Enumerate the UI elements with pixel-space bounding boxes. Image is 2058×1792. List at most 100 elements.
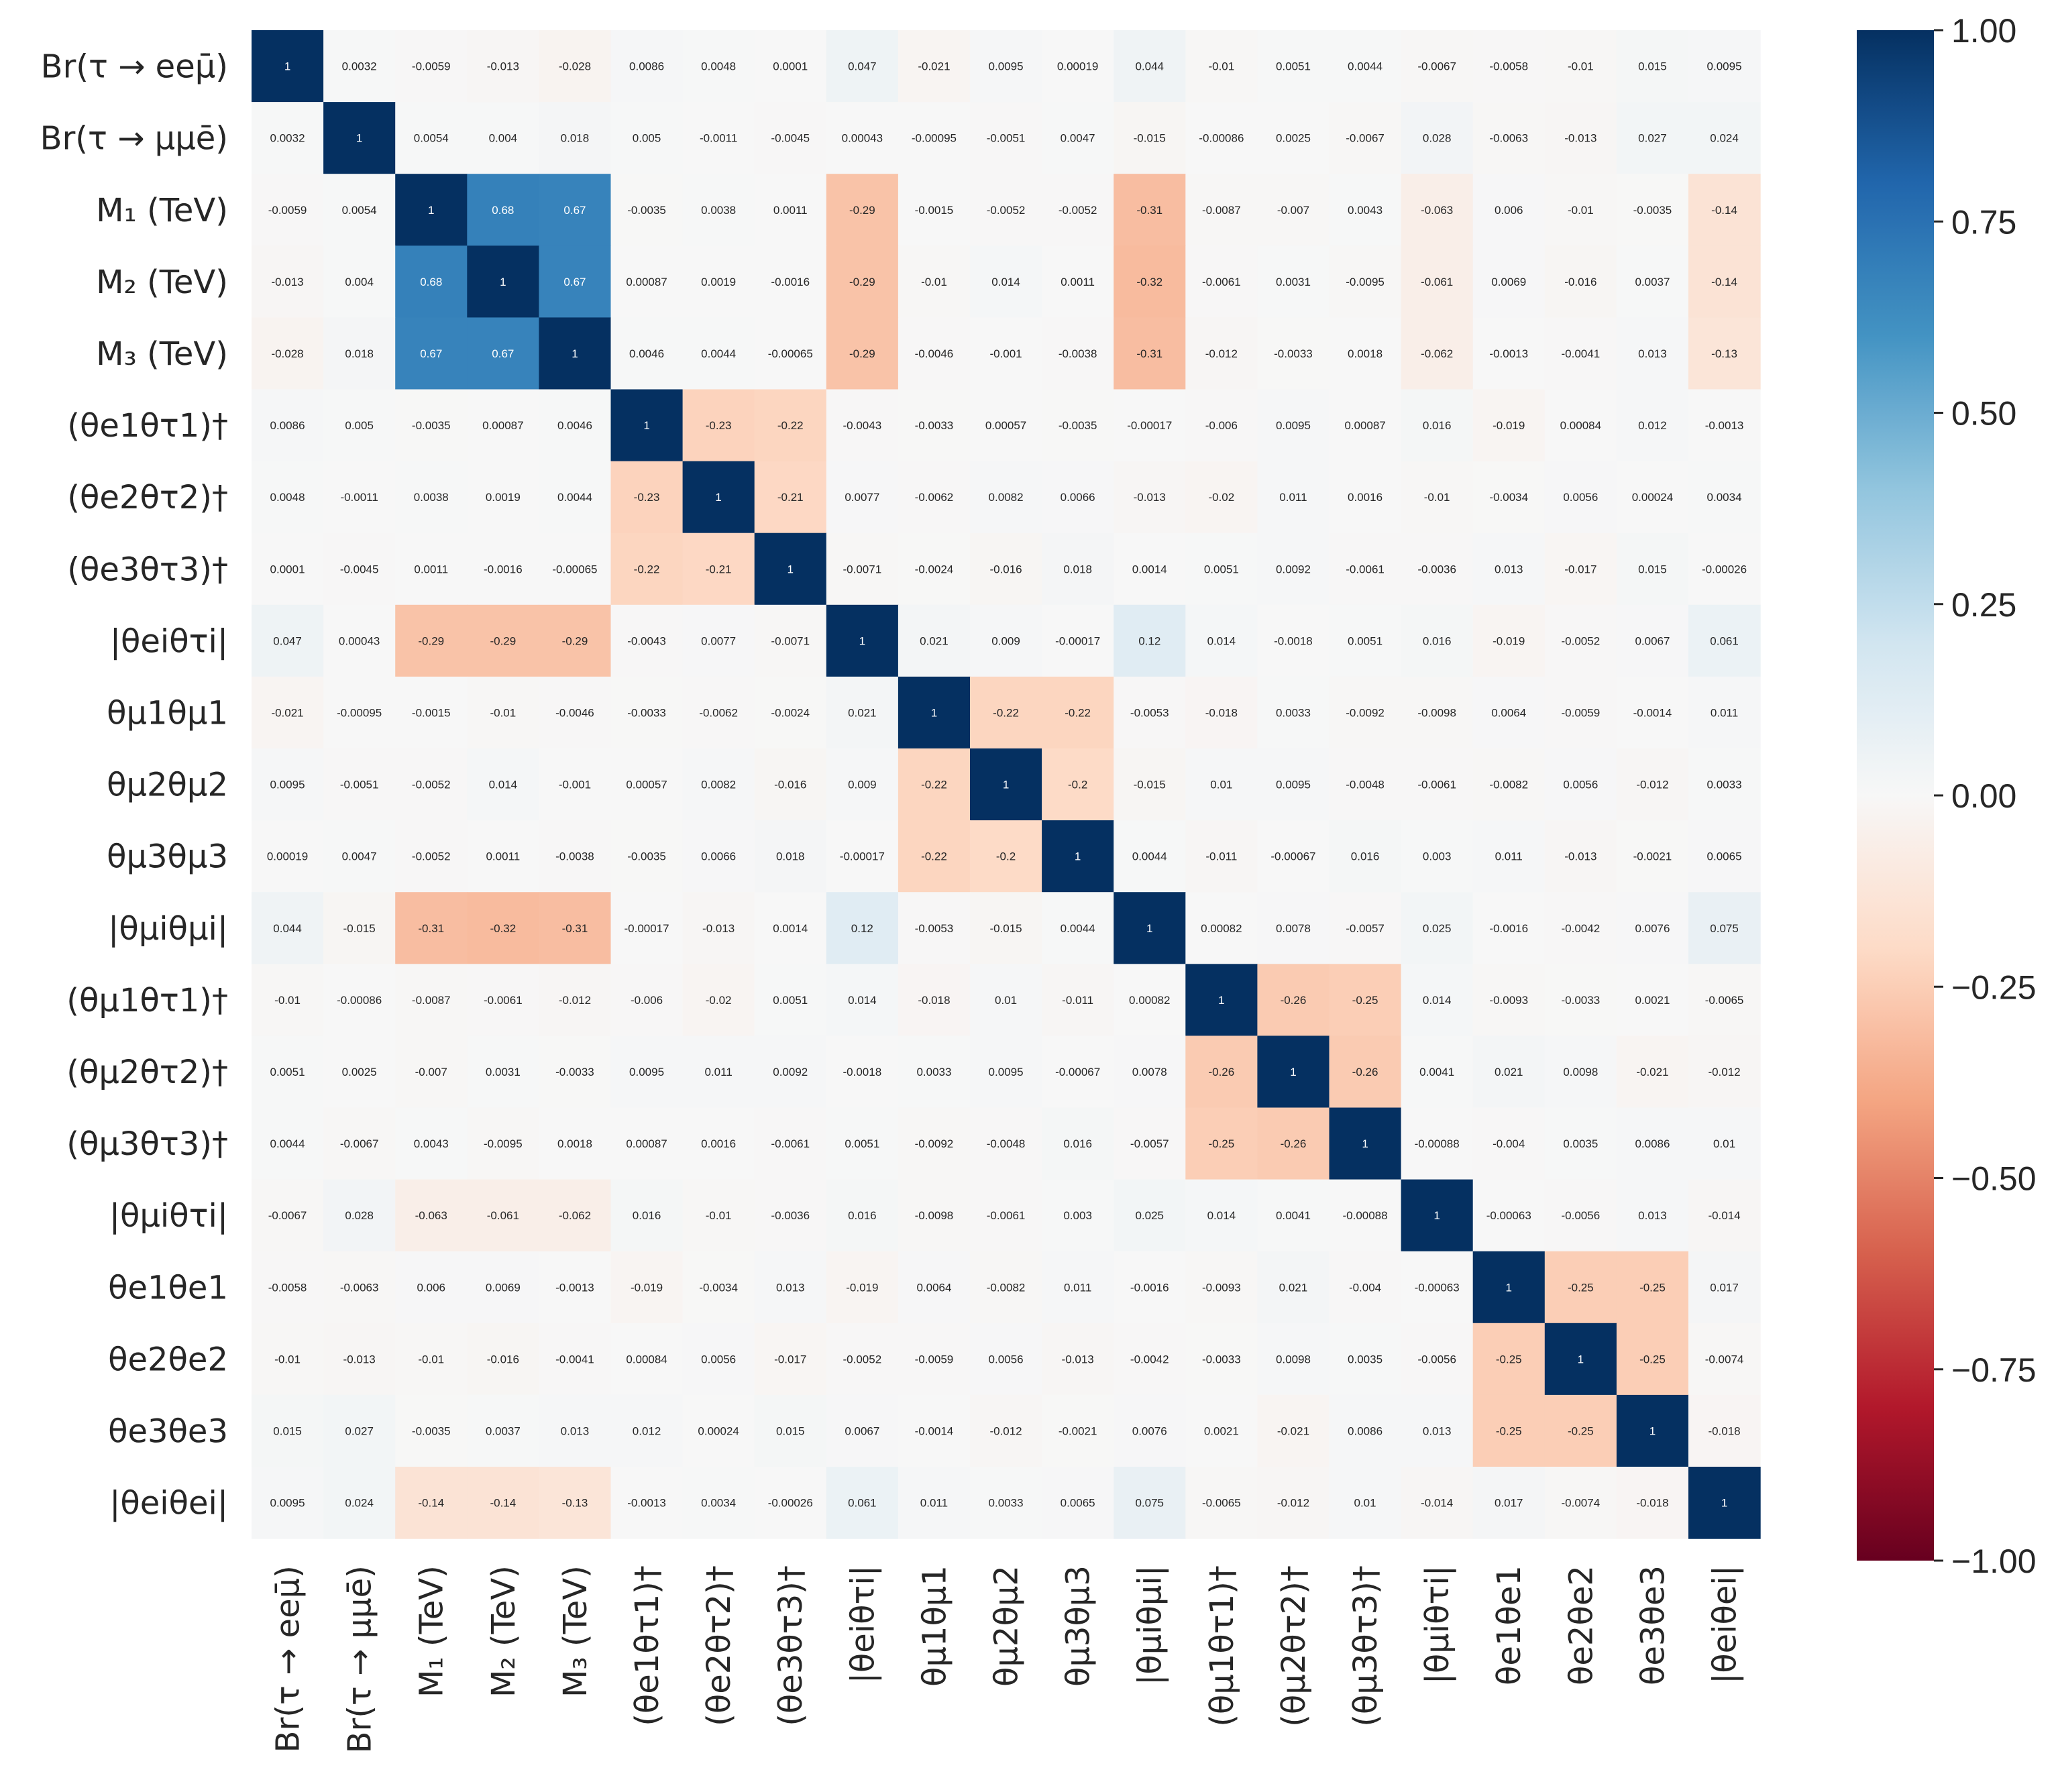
heatmap-cell-r2-c3: [467, 174, 539, 246]
heatmap-cell-label-r3-c9: -0.01: [921, 276, 947, 288]
heatmap-cell-label-r3-c2: 0.68: [420, 276, 442, 288]
heatmap-cell-label-r5-c15: 0.00087: [1344, 419, 1385, 432]
heatmap-cell-label-r12-c4: -0.31: [562, 922, 588, 935]
heatmap-cell-r5-c13: [1185, 389, 1258, 462]
heatmap-cell-r17-c6: [682, 1251, 755, 1324]
heatmap-cell-r3-c10: [970, 245, 1042, 318]
heatmap-cell-r11-c10: [970, 820, 1042, 893]
heatmap-cell-r10-c12: [1114, 748, 1186, 821]
heatmap-cell-r12-c6: [682, 892, 755, 964]
heatmap-cell-label-r5-c19: 0.012: [1638, 419, 1667, 432]
heatmap-cell-r8-c6: [682, 604, 755, 677]
column-label-7: (θe3θτ3)†: [772, 1565, 810, 1726]
heatmap-cell-label-r2-c20: -0.14: [1711, 204, 1737, 217]
heatmap-cell-label-r1-c8: 0.00043: [842, 132, 883, 145]
heatmap-cell-r2-c10: [970, 174, 1042, 246]
heatmap-cell-label-r8-c8: 1: [859, 634, 865, 647]
heatmap-cell-r20-c12: [1114, 1467, 1186, 1539]
heatmap-cell-label-r11-c10: -0.2: [996, 850, 1016, 863]
heatmap-cell-r3-c16: [1401, 245, 1474, 318]
heatmap-cell-r5-c0: [252, 389, 324, 462]
heatmap-cell-label-r10-c0: 0.0095: [270, 779, 305, 791]
heatmap-cell-r3-c6: [682, 245, 755, 318]
heatmap-cell-r1-c17: [1472, 102, 1546, 174]
heatmap-cell-r15-c16: [1401, 1107, 1474, 1180]
heatmap-cell-r16-c6: [682, 1179, 755, 1252]
heatmap-cell-label-r17-c12: -0.0016: [1130, 1281, 1169, 1294]
heatmap-cell-r1-c20: [1688, 102, 1761, 174]
heatmap-cell-r10-c0: [252, 748, 324, 821]
heatmap-cell-label-r14-c4: -0.0033: [555, 1066, 594, 1078]
heatmap-cell-label-r19-c8: 0.0067: [845, 1424, 879, 1437]
heatmap-cell-label-r16-c14: 0.0041: [1276, 1209, 1311, 1222]
heatmap-cell-r7-c15: [1329, 533, 1402, 606]
heatmap-cell-label-r18-c19: -0.25: [1639, 1353, 1666, 1365]
heatmap-cell-r3-c13: [1185, 245, 1258, 318]
heatmap-cell-label-r1-c11: 0.0047: [1061, 132, 1095, 145]
heatmap-cell-r15-c4: [539, 1107, 612, 1180]
heatmap-cell-r5-c1: [323, 389, 396, 462]
heatmap-cell-r2-c8: [826, 174, 899, 246]
heatmap-cell-label-r3-c7: -0.0016: [771, 276, 810, 288]
heatmap-cell-label-r15-c11: 0.016: [1063, 1137, 1092, 1150]
heatmap-cell-label-r10-c3: 0.014: [489, 779, 518, 791]
heatmap-cell-label-r1-c18: -0.013: [1564, 132, 1596, 145]
heatmap-cell-r14-c13: [1185, 1035, 1258, 1109]
heatmap-cell-label-r17-c19: -0.25: [1639, 1281, 1666, 1294]
heatmap-cell-label-r7-c18: -0.017: [1564, 563, 1596, 575]
heatmap-cell-r15-c2: [395, 1107, 468, 1180]
heatmap-cell-label-r20-c15: 0.01: [1354, 1497, 1376, 1510]
heatmap-cell-label-r20-c3: -0.14: [490, 1497, 516, 1510]
heatmap-cell-label-r6-c1: -0.0011: [340, 491, 378, 504]
heatmap-cell-label-r12-c18: -0.0042: [1562, 922, 1601, 935]
heatmap-cell-r16-c9: [898, 1179, 971, 1252]
heatmap-cell-label-r18-c8: -0.0052: [843, 1353, 882, 1365]
heatmap-cell-r3-c17: [1472, 245, 1546, 318]
heatmap-cell-label-r0-c8: 0.047: [848, 60, 877, 73]
heatmap-cell-label-r5-c4: 0.0046: [557, 419, 592, 432]
heatmap-cell-label-r8-c10: 0.009: [991, 634, 1020, 647]
heatmap-cell-label-r12-c15: -0.0057: [1346, 922, 1385, 935]
heatmap-cell-label-r0-c5: 0.0086: [629, 60, 664, 73]
heatmap-cell-label-r17-c10: -0.0082: [987, 1281, 1026, 1294]
heatmap-cell-label-r13-c19: 0.0021: [1635, 994, 1670, 1007]
heatmap-cell-r14-c4: [539, 1035, 612, 1109]
heatmap-cell-r18-c8: [826, 1323, 899, 1396]
heatmap-cell-label-r14-c5: 0.0095: [629, 1066, 664, 1078]
heatmap-cell-label-r7-c4: -0.00065: [552, 563, 597, 575]
heatmap-cell-label-r12-c16: 0.025: [1423, 922, 1452, 935]
heatmap-cell-label-r16-c4: -0.062: [559, 1209, 591, 1222]
heatmap-cell-label-r4-c0: -0.028: [271, 347, 303, 360]
heatmap-cell-r5-c7: [754, 389, 827, 462]
heatmap-cell-r1-c14: [1257, 102, 1330, 174]
heatmap-cell-r1-c16: [1401, 102, 1474, 174]
heatmap-cell-label-r0-c10: 0.0095: [989, 60, 1024, 73]
heatmap-cell-label-r12-c8: 0.12: [851, 922, 873, 935]
heatmap-cell-label-r10-c10: 1: [1003, 779, 1009, 791]
heatmap-cell-r8-c7: [754, 604, 827, 677]
heatmap-cell-r16-c5: [610, 1179, 684, 1252]
heatmap-cell-r13-c6: [682, 964, 755, 1036]
heatmap-cell-r10-c8: [826, 748, 899, 821]
heatmap-cell-r17-c0: [252, 1251, 324, 1324]
heatmap-cell-label-r17-c20: 0.017: [1710, 1281, 1739, 1294]
x-axis-tick-labels: Br(τ → eeμ̄) Br(τ → μμē) M₁ (TeV) M₂ (TeV) M…: [270, 1565, 1744, 1753]
heatmap-cell-r6-c14: [1257, 461, 1330, 534]
heatmap-cell-r6-c3: [467, 461, 539, 534]
heatmap-cell-label-r10-c11: -0.2: [1068, 779, 1087, 791]
colorbar-tick-label-6: −0.50: [1951, 1160, 2037, 1198]
column-label-14: (θμ2θτ2)†: [1275, 1565, 1313, 1727]
heatmap-cell-label-r15-c14: -0.26: [1281, 1137, 1307, 1150]
heatmap-cell-r4-c18: [1544, 317, 1617, 390]
heatmap-cell-r8-c16: [1401, 604, 1474, 677]
heatmap-cell-r19-c20: [1688, 1394, 1761, 1467]
heatmap-cell-label-r1-c16: 0.028: [1423, 132, 1452, 145]
heatmap-cell-r0-c5: [610, 30, 684, 103]
heatmap-cell-label-r3-c1: 0.004: [345, 276, 374, 288]
heatmap-cell-label-r17-c5: -0.019: [631, 1281, 663, 1294]
heatmap-cell-label-r9-c14: 0.0033: [1276, 706, 1311, 719]
heatmap-cell-label-r19-c17: -0.25: [1496, 1424, 1522, 1437]
heatmap-cell-r4-c10: [970, 317, 1042, 390]
heatmap-cell-label-r4-c20: -0.13: [1711, 347, 1737, 360]
heatmap-cell-label-r2-c10: -0.0052: [987, 204, 1026, 217]
